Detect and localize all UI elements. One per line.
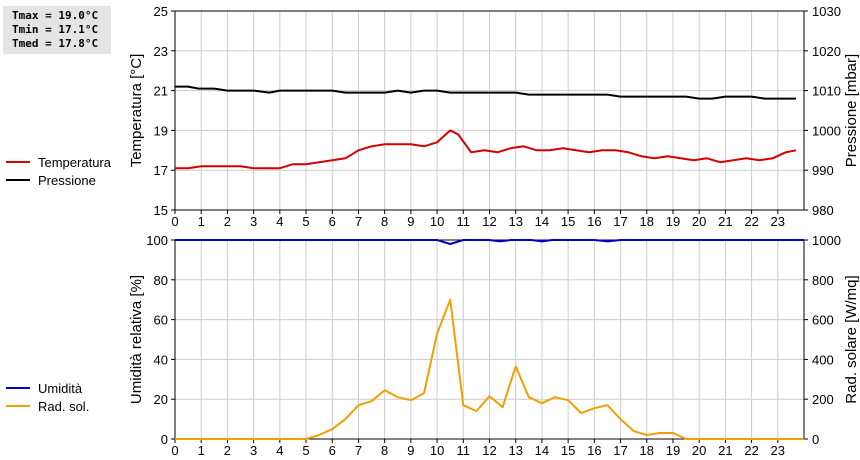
x-tick-label: 22 [744, 214, 758, 229]
x-tick-label: 14 [535, 214, 549, 229]
y-tick-label: 100 [146, 233, 168, 248]
legend-label: Umidità [38, 381, 83, 396]
x-tick-label: 3 [250, 214, 257, 229]
x-tick-label: 15 [561, 443, 575, 458]
x-tick-label: 12 [482, 214, 496, 229]
y-tick-label: 15 [154, 203, 168, 218]
y2-tick-label: 600 [812, 313, 834, 328]
x-tick-label: 20 [692, 214, 706, 229]
x-tick-label: 13 [508, 443, 522, 458]
x-tick-label: 1 [198, 214, 205, 229]
legend-label: Rad. sol. [38, 399, 89, 414]
y2-tick-label: 0 [812, 432, 819, 447]
stat-tmin: Tmin = 17.1°C [12, 23, 99, 36]
x-tick-label: 10 [430, 214, 444, 229]
x-tick-label: 9 [407, 214, 414, 229]
x-tick-label: 1 [198, 443, 205, 458]
series-line-rad-sol [175, 298, 804, 440]
y2-axis-label: Pressione [mbar] [843, 54, 860, 167]
y-tick-label: 25 [154, 4, 168, 19]
y2-axis-label: Rad. solare [W/mq] [843, 275, 860, 403]
y-tick-label: 40 [154, 352, 168, 367]
x-tick-label: 6 [329, 214, 336, 229]
x-tick-label: 2 [224, 443, 231, 458]
chart-panel-2: 0 1 2 3 4 5 6 7 8 9 10 11 12 13 14 15 16 17 18 19 20 21 22 2302… [6, 233, 860, 458]
x-tick-label: 23 [771, 443, 785, 458]
x-tick-label: 5 [302, 443, 309, 458]
legend-label: Temperatura [38, 155, 112, 170]
x-tick-label: 8 [381, 443, 388, 458]
x-tick-label: 19 [666, 443, 680, 458]
grid [174, 10, 804, 211]
y-axis-label: Umidità relativa [%] [128, 275, 145, 404]
y-axis-label: Temperatura [°C] [128, 54, 145, 168]
x-tick-label: 16 [587, 443, 601, 458]
y-tick-label: 80 [154, 273, 168, 288]
y2-tick-label: 1000 [812, 233, 841, 248]
x-tick-label: 4 [276, 443, 283, 458]
x-tick-label: 22 [744, 443, 758, 458]
x-tick-label: 11 [457, 443, 471, 458]
x-tick-label: 21 [718, 214, 732, 229]
y2-tick-label: 200 [812, 392, 834, 407]
x-tick-label: 17 [613, 214, 627, 229]
legend-label: Pressione [38, 173, 96, 188]
x-tick-label: 15 [561, 214, 575, 229]
x-tick-label: 23 [771, 214, 785, 229]
x-tick-label: 8 [381, 214, 388, 229]
grid [174, 239, 804, 440]
y-tick-label: 20 [154, 392, 168, 407]
x-tick-label: 20 [692, 443, 706, 458]
y-tick-label: 0 [161, 432, 168, 447]
x-tick-label: 19 [666, 214, 680, 229]
x-tick-label: 13 [508, 214, 522, 229]
series-line-umidit [175, 239, 804, 245]
x-tick-label: 12 [482, 443, 496, 458]
y-tick-label: 23 [154, 44, 168, 59]
x-tick-label: 2 [224, 214, 231, 229]
x-tick-label: 18 [640, 443, 654, 458]
stat-tmed: Tmed = 17.8°C [12, 37, 99, 50]
y2-tick-label: 1000 [812, 123, 841, 138]
y-tick-label: 19 [154, 123, 168, 138]
x-tick-label: 7 [355, 443, 362, 458]
x-tick-label: 9 [407, 443, 414, 458]
y2-tick-label: 400 [812, 352, 834, 367]
stat-tmax: Tmax = 19.0°C [12, 9, 99, 22]
x-tick-label: 11 [457, 214, 471, 229]
y2-tick-label: 1020 [812, 44, 841, 59]
series-line-temperatura [175, 129, 797, 170]
y-tick-label: 21 [154, 84, 168, 99]
x-tick-label: 0 [171, 214, 178, 229]
x-tick-label: 6 [329, 443, 336, 458]
x-tick-label: 4 [276, 214, 283, 229]
y-tick-label: 17 [154, 163, 168, 178]
x-tick-label: 16 [587, 214, 601, 229]
stats-box: Tmax = 19.0°C Tmin = 17.1°C Tmed = 17.8°… [3, 6, 111, 54]
y2-tick-label: 1010 [812, 84, 841, 99]
y2-tick-label: 990 [812, 163, 834, 178]
y2-tick-label: 1030 [812, 4, 841, 19]
x-tick-label: 14 [535, 443, 549, 458]
y-tick-label: 60 [154, 313, 168, 328]
y2-tick-label: 980 [812, 203, 834, 218]
x-tick-label: 10 [430, 443, 444, 458]
y2-tick-label: 800 [812, 273, 834, 288]
chart-panel-1: 0 1 2 3 4 5 6 7 8 9 10 11 12 13 14 15 16 17 18 19 20 21 22 2315… [6, 4, 860, 229]
x-tick-label: 7 [355, 214, 362, 229]
x-tick-label: 3 [250, 443, 257, 458]
x-tick-label: 17 [613, 443, 627, 458]
x-tick-label: 5 [302, 214, 309, 229]
x-tick-label: 18 [640, 214, 654, 229]
x-tick-label: 0 [171, 443, 178, 458]
x-tick-label: 21 [718, 443, 732, 458]
series-line-pressione [175, 85, 797, 100]
